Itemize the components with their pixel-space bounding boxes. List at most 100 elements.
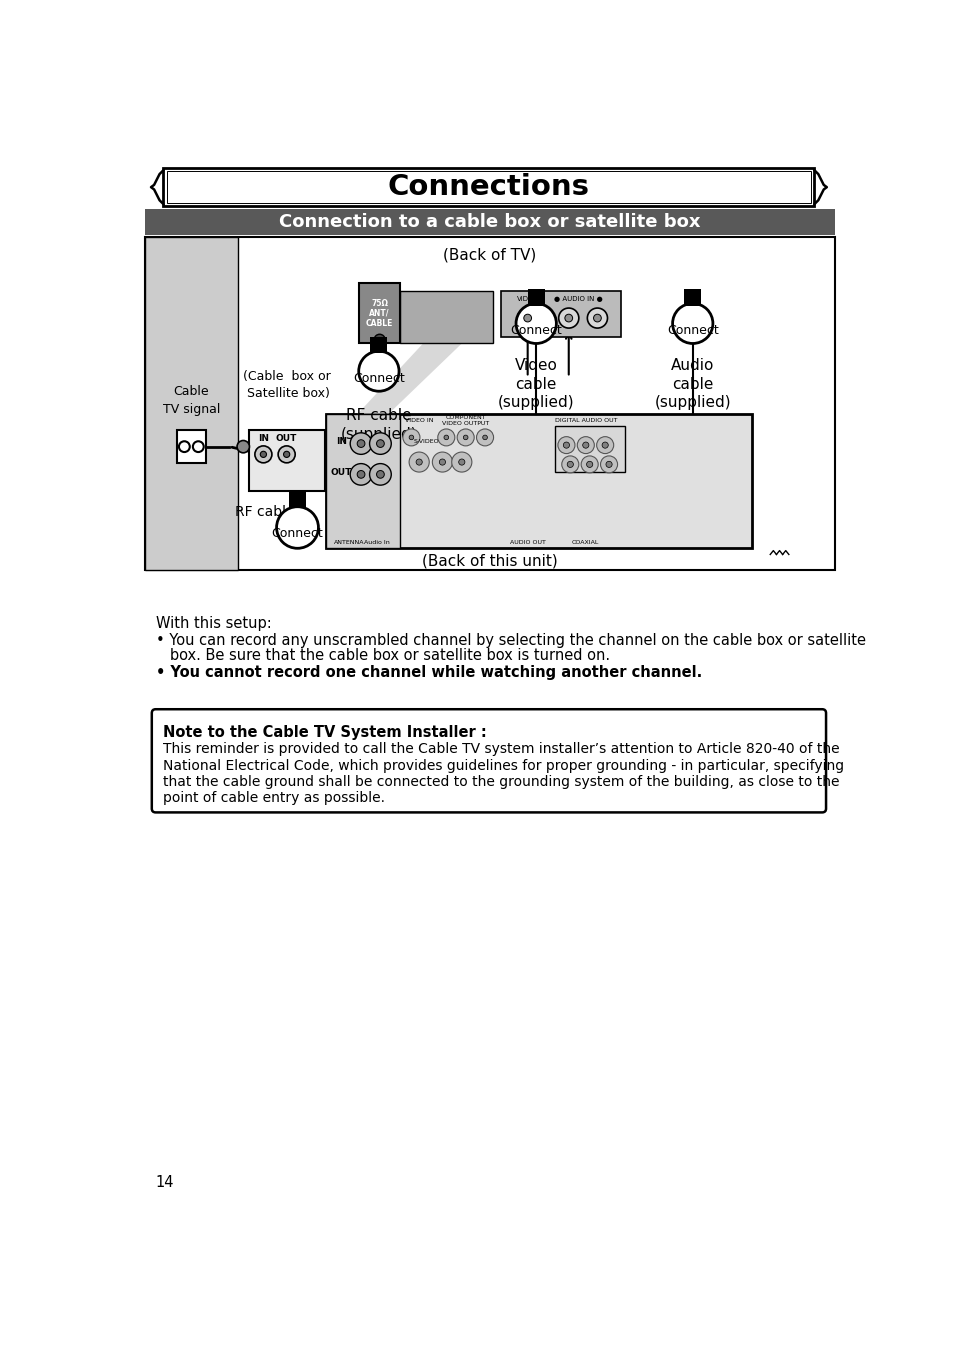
Circle shape bbox=[601, 442, 608, 448]
Circle shape bbox=[278, 446, 294, 462]
Text: Connection to a cable box or satellite box: Connection to a cable box or satellite b… bbox=[278, 213, 700, 232]
Text: (Back of this unit): (Back of this unit) bbox=[421, 553, 557, 568]
Circle shape bbox=[276, 507, 318, 549]
Circle shape bbox=[593, 314, 600, 322]
Circle shape bbox=[672, 303, 712, 344]
Circle shape bbox=[586, 461, 592, 468]
Text: VIDEO: VIDEO bbox=[517, 295, 538, 302]
Text: 75Ω
ANT/
CABLE: 75Ω ANT/ CABLE bbox=[366, 298, 393, 329]
Text: Connections: Connections bbox=[388, 173, 589, 201]
Bar bbox=[683, 288, 700, 306]
Circle shape bbox=[437, 429, 455, 446]
Text: Audio In: Audio In bbox=[363, 539, 389, 545]
Circle shape bbox=[452, 452, 472, 472]
Circle shape bbox=[443, 435, 448, 439]
Text: point of cable entry as possible.: point of cable entry as possible. bbox=[163, 791, 385, 805]
Circle shape bbox=[416, 458, 422, 465]
Text: 2: 2 bbox=[374, 355, 383, 369]
Text: Note to the Cable TV System Installer :: Note to the Cable TV System Installer : bbox=[163, 725, 487, 740]
Bar bbox=[249, 430, 324, 491]
Text: Connect: Connect bbox=[353, 372, 404, 384]
Text: 1: 1 bbox=[292, 510, 302, 524]
Text: AUDIO OUT: AUDIO OUT bbox=[509, 539, 545, 545]
Circle shape bbox=[561, 456, 578, 473]
Text: ANTENNA: ANTENNA bbox=[334, 539, 364, 545]
Circle shape bbox=[577, 437, 594, 453]
Circle shape bbox=[580, 456, 598, 473]
Text: S-VIDEO: S-VIDEO bbox=[414, 438, 439, 443]
Bar bbox=[500, 291, 620, 337]
Circle shape bbox=[283, 452, 290, 457]
Circle shape bbox=[374, 334, 385, 345]
Text: Video
cable
(supplied): Video cable (supplied) bbox=[497, 359, 574, 410]
Circle shape bbox=[523, 314, 531, 322]
Text: Audio
cable
(supplied): Audio cable (supplied) bbox=[654, 359, 730, 410]
Circle shape bbox=[356, 470, 365, 479]
Bar bbox=[326, 414, 399, 549]
Text: COAXIAL: COAXIAL bbox=[572, 539, 598, 545]
Circle shape bbox=[587, 309, 607, 328]
Bar bbox=[359, 283, 399, 344]
Circle shape bbox=[599, 456, 617, 473]
Text: 3: 3 bbox=[531, 307, 540, 321]
Circle shape bbox=[409, 435, 414, 439]
Text: that the cable ground shall be connected to the grounding system of the building: that the cable ground shall be connected… bbox=[163, 775, 839, 789]
Text: IN: IN bbox=[257, 434, 269, 443]
Circle shape bbox=[564, 314, 572, 322]
Circle shape bbox=[376, 470, 384, 479]
Text: 4: 4 bbox=[687, 307, 697, 321]
Circle shape bbox=[409, 452, 429, 472]
Text: COMPONENT
VIDEO OUTPUT: COMPONENT VIDEO OUTPUT bbox=[441, 415, 489, 426]
Circle shape bbox=[558, 437, 575, 453]
Circle shape bbox=[376, 439, 384, 448]
Text: RF cable: RF cable bbox=[235, 506, 294, 519]
Circle shape bbox=[350, 464, 372, 485]
Circle shape bbox=[476, 429, 493, 446]
Bar bbox=[145, 237, 237, 570]
Circle shape bbox=[456, 429, 474, 446]
Circle shape bbox=[516, 303, 556, 344]
Bar bbox=[370, 337, 387, 353]
Circle shape bbox=[260, 452, 266, 457]
Text: VIDEO IN: VIDEO IN bbox=[404, 418, 433, 423]
Text: • You can record any unscrambled channel by selecting the channel on the cable b: • You can record any unscrambled channel… bbox=[155, 634, 864, 648]
Text: Cable
TV signal: Cable TV signal bbox=[162, 386, 220, 417]
Circle shape bbox=[369, 433, 391, 454]
Text: National Electrical Code, which provides guidelines for proper grounding - in pa: National Electrical Code, which provides… bbox=[163, 759, 843, 772]
Circle shape bbox=[596, 437, 613, 453]
Text: • You cannot record one channel while watching another channel.: • You cannot record one channel while wa… bbox=[155, 666, 701, 681]
Circle shape bbox=[402, 429, 419, 446]
Bar bbox=[326, 414, 752, 549]
Text: IN: IN bbox=[335, 437, 347, 446]
Text: (Back of TV): (Back of TV) bbox=[442, 248, 536, 263]
Circle shape bbox=[358, 352, 398, 391]
Circle shape bbox=[350, 433, 372, 454]
Circle shape bbox=[236, 441, 249, 453]
Circle shape bbox=[432, 452, 452, 472]
Circle shape bbox=[567, 461, 573, 468]
Bar bbox=[145, 209, 835, 235]
Circle shape bbox=[254, 446, 272, 462]
Text: 14: 14 bbox=[155, 1174, 174, 1189]
Circle shape bbox=[517, 309, 537, 328]
Text: This reminder is provided to call the Cable TV system installer’s attention to A: This reminder is provided to call the Ca… bbox=[163, 743, 840, 756]
Circle shape bbox=[463, 435, 468, 439]
Circle shape bbox=[369, 464, 391, 485]
Polygon shape bbox=[356, 344, 461, 414]
Circle shape bbox=[605, 461, 612, 468]
Text: Connect: Connect bbox=[272, 527, 323, 541]
Bar bbox=[555, 426, 624, 472]
Text: ● AUDIO IN ●: ● AUDIO IN ● bbox=[553, 295, 601, 302]
Circle shape bbox=[356, 439, 365, 448]
FancyBboxPatch shape bbox=[152, 709, 825, 813]
Text: OUT: OUT bbox=[331, 468, 352, 477]
Text: Connect: Connect bbox=[510, 324, 561, 337]
Bar bbox=[289, 491, 306, 508]
Text: box. Be sure that the cable box or satellite box is turned on.: box. Be sure that the cable box or satel… bbox=[155, 648, 609, 663]
Circle shape bbox=[562, 442, 569, 448]
Bar bbox=[145, 237, 835, 570]
Text: (Cable  box or
 Satellite box): (Cable box or Satellite box) bbox=[242, 371, 330, 400]
Bar bbox=[527, 288, 544, 306]
Text: OUT: OUT bbox=[275, 434, 297, 443]
Text: RF cable
(supplied): RF cable (supplied) bbox=[340, 408, 416, 442]
